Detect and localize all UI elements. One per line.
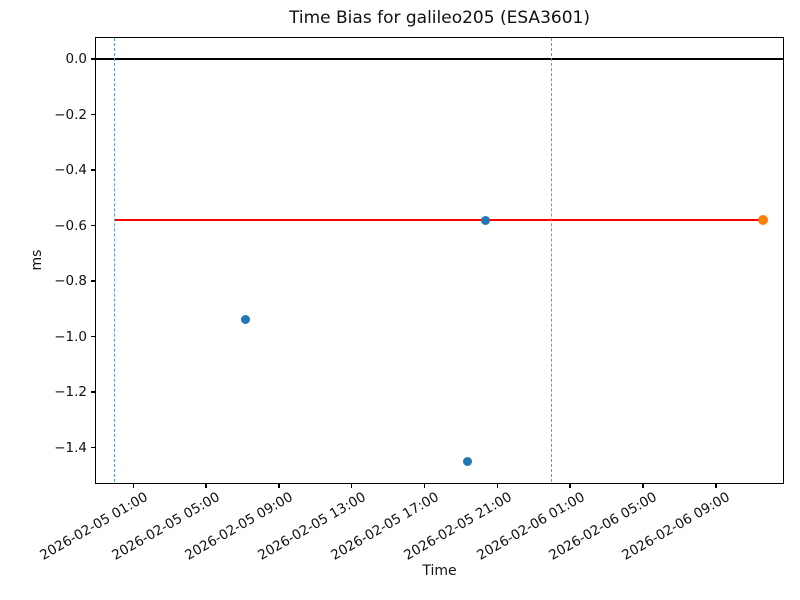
- y-tick-label: 0.0: [65, 51, 87, 68]
- data-point-latest: [757, 215, 768, 226]
- data-point: [480, 215, 490, 225]
- y-tick: [90, 335, 95, 338]
- bias-level-line: [115, 218, 763, 222]
- x-tick: [132, 483, 135, 488]
- x-tick: [569, 483, 571, 488]
- x-tick: [715, 483, 717, 488]
- y-tick: [90, 280, 95, 282]
- x-tick: [496, 483, 499, 488]
- y-tick: [90, 391, 95, 393]
- y-tick: [90, 113, 95, 116]
- y-tick: [90, 446, 95, 449]
- day-start-line: [114, 38, 116, 482]
- day-start-line: [551, 38, 553, 482]
- y-tick-label: −0.6: [54, 217, 87, 234]
- plot-area: [94, 36, 784, 484]
- y-tick: [90, 169, 95, 171]
- y-tick: [90, 58, 95, 60]
- x-tick: [423, 483, 426, 488]
- data-point: [241, 315, 251, 325]
- x-axis-label: Time: [422, 563, 457, 579]
- x-tick: [642, 483, 644, 488]
- data-point: [462, 456, 472, 466]
- y-tick-label: −0.2: [54, 106, 87, 123]
- y-axis-label: ms: [29, 249, 45, 271]
- x-tick: [278, 483, 280, 488]
- x-tick: [205, 483, 207, 488]
- y-tick-label: −1.0: [54, 328, 87, 345]
- y-tick-label: −0.8: [54, 273, 87, 290]
- y-tick-label: −1.2: [54, 384, 87, 401]
- y-tick: [90, 224, 95, 227]
- y-tick-label: −0.4: [54, 162, 87, 179]
- x-tick: [350, 483, 353, 488]
- y-tick-label: −1.4: [54, 439, 87, 456]
- zero-line: [96, 58, 783, 60]
- chart-title: Time Bias for galileo205 (ESA3601): [289, 8, 590, 28]
